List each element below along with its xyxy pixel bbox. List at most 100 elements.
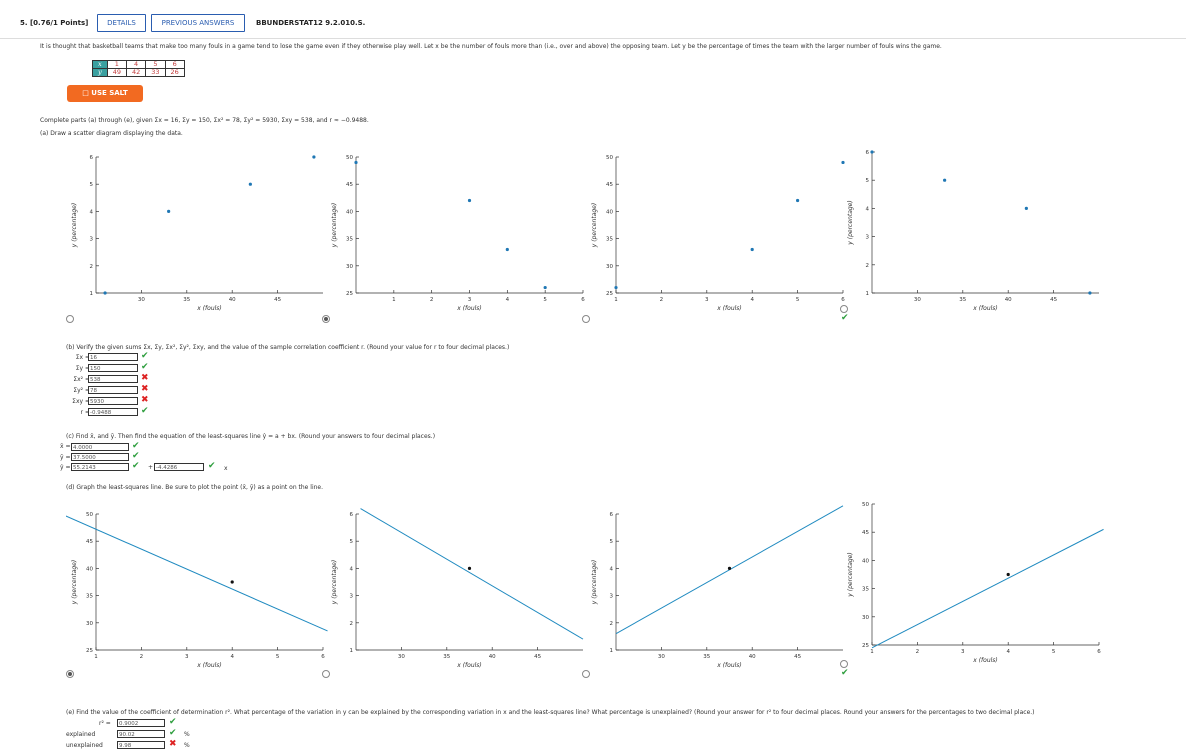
x-tick-label: 30 [658,654,665,660]
y-tick-label: 4 [350,566,354,572]
y-tick-label: 50 [86,512,93,518]
unexplained-label: unexplained [66,742,103,749]
x-tick-label: 3 [961,649,965,655]
x-tick-label: 2 [430,297,434,303]
y-cell: 42 [125,68,147,77]
radio-scatter-3[interactable] [582,315,590,323]
sum-input[interactable]: 5930 [88,397,138,405]
complete-instructions: Complete parts (a) through (e), given Σx… [40,117,369,124]
radio-scatter-4[interactable] [840,305,848,313]
y-tick-label: 1 [350,648,354,654]
x-tick-label: 2 [660,297,664,303]
scatter-point [103,291,107,295]
check-icon: ✔ [141,351,149,361]
ybar-input[interactable]: 37.5000 [71,453,129,461]
unexplained-input[interactable]: 9.98 [117,741,165,749]
x-axis-label: x (fouls) [196,305,222,312]
y-header: y [92,68,108,77]
percent-sign: % [184,742,190,749]
x-axis-label: x (fouls) [716,662,742,669]
y-tick-label: 45 [606,182,613,188]
sum-input[interactable]: 78 [88,386,138,394]
y-tick-label: 6 [866,150,870,156]
y-tick-label: 30 [86,621,93,627]
data-table: x 1 4 5 6 y 49 42 33 26 [92,60,185,77]
y-tick-label: 5 [866,178,870,184]
y-axis-label: y (percentage) [331,560,338,605]
y-tick-label: 5 [610,539,614,545]
x-tick-label: 5 [276,654,280,660]
scatter-point [1024,206,1028,210]
sum-input[interactable]: 16 [88,353,138,361]
sum-input[interactable]: -0.9488 [88,408,138,416]
x-axis-label: x (fouls) [972,657,998,664]
x-tick-label: 35 [703,654,710,660]
scatter-point [312,155,316,159]
y-axis-label: y (percentage) [847,200,854,245]
radio-line-4[interactable] [840,660,848,668]
y-cell: 33 [145,68,166,77]
plus-sign: + [148,464,154,471]
radio-scatter-1[interactable] [66,315,74,323]
intercept-input[interactable]: 55.2143 [71,463,129,471]
y-axis-label: y (percentage) [71,203,78,248]
x-tick-label: 6 [321,654,325,660]
sum-label: Σx² = [73,376,90,383]
x-tick-label: 40 [489,654,496,660]
x-tick-label: 1 [94,654,98,660]
y-tick-label: 35 [86,594,93,600]
x-tick-label: 4 [230,654,234,660]
y-tick-label: 5 [350,539,354,545]
scatter-point [1088,291,1092,295]
explained-input[interactable]: 90.02 [117,730,165,738]
sum-input[interactable]: 538 [88,375,138,383]
check-icon: ✔ [132,451,140,461]
x-tick-label: 35 [183,297,190,303]
y-tick-label: 35 [606,237,613,243]
details-button[interactable]: DETAILS [97,14,146,32]
x-tick-label: 1 [870,649,874,655]
y-tick-label: 2 [866,263,870,269]
percent-sign: % [184,731,190,738]
scatter-point [614,285,618,290]
y-tick-label: 4 [90,209,94,215]
y-tick-label: 45 [862,530,869,536]
x-axis-label: x (fouls) [456,305,482,312]
check-icon: ✔ [208,461,216,471]
check-icon: ✔ [132,461,140,471]
radio-line-3[interactable] [582,670,590,678]
problem-intro: It is thought that basketball teams that… [40,43,942,50]
x-mark-icon: ✖ [141,373,149,383]
radio-line-1[interactable] [66,670,74,678]
table-row-y: y 49 42 33 26 [92,68,185,77]
radio-scatter-2[interactable] [322,315,330,323]
radio-line-2[interactable] [322,670,330,678]
sum-input[interactable]: 150 [88,364,138,372]
x-tick-label: 45 [794,654,801,660]
y-axis-label: y (percentage) [591,560,598,605]
scatter-point [870,150,874,154]
xbar-input[interactable]: 4.0000 [71,443,129,451]
y-tick-label: 50 [606,155,613,161]
x-mark-icon: ✖ [141,395,149,405]
regression-line [66,515,328,632]
x-tick-label: 35 [443,654,450,660]
yhat-label: ŷ = [60,464,71,471]
question-header [0,0,1186,39]
y-tick-label: 45 [346,182,353,188]
scatter-point [750,247,754,252]
use-salt-label: USE SALT [91,89,128,97]
use-salt-button[interactable]: □ USE SALT [67,85,143,102]
slope-input[interactable]: -4.4286 [154,463,204,471]
x-axis-label: x (fouls) [716,305,742,312]
regression-line [871,528,1104,649]
x-tick-label: 6 [841,297,845,303]
y-tick-label: 45 [86,539,93,545]
check-icon: ✔ [141,406,149,416]
check-icon: ✔ [169,717,177,727]
r2-input[interactable]: 0.9002 [117,719,165,727]
x-tick-label: 4 [506,297,510,303]
previous-answers-button[interactable]: PREVIOUS ANSWERS [151,14,245,32]
